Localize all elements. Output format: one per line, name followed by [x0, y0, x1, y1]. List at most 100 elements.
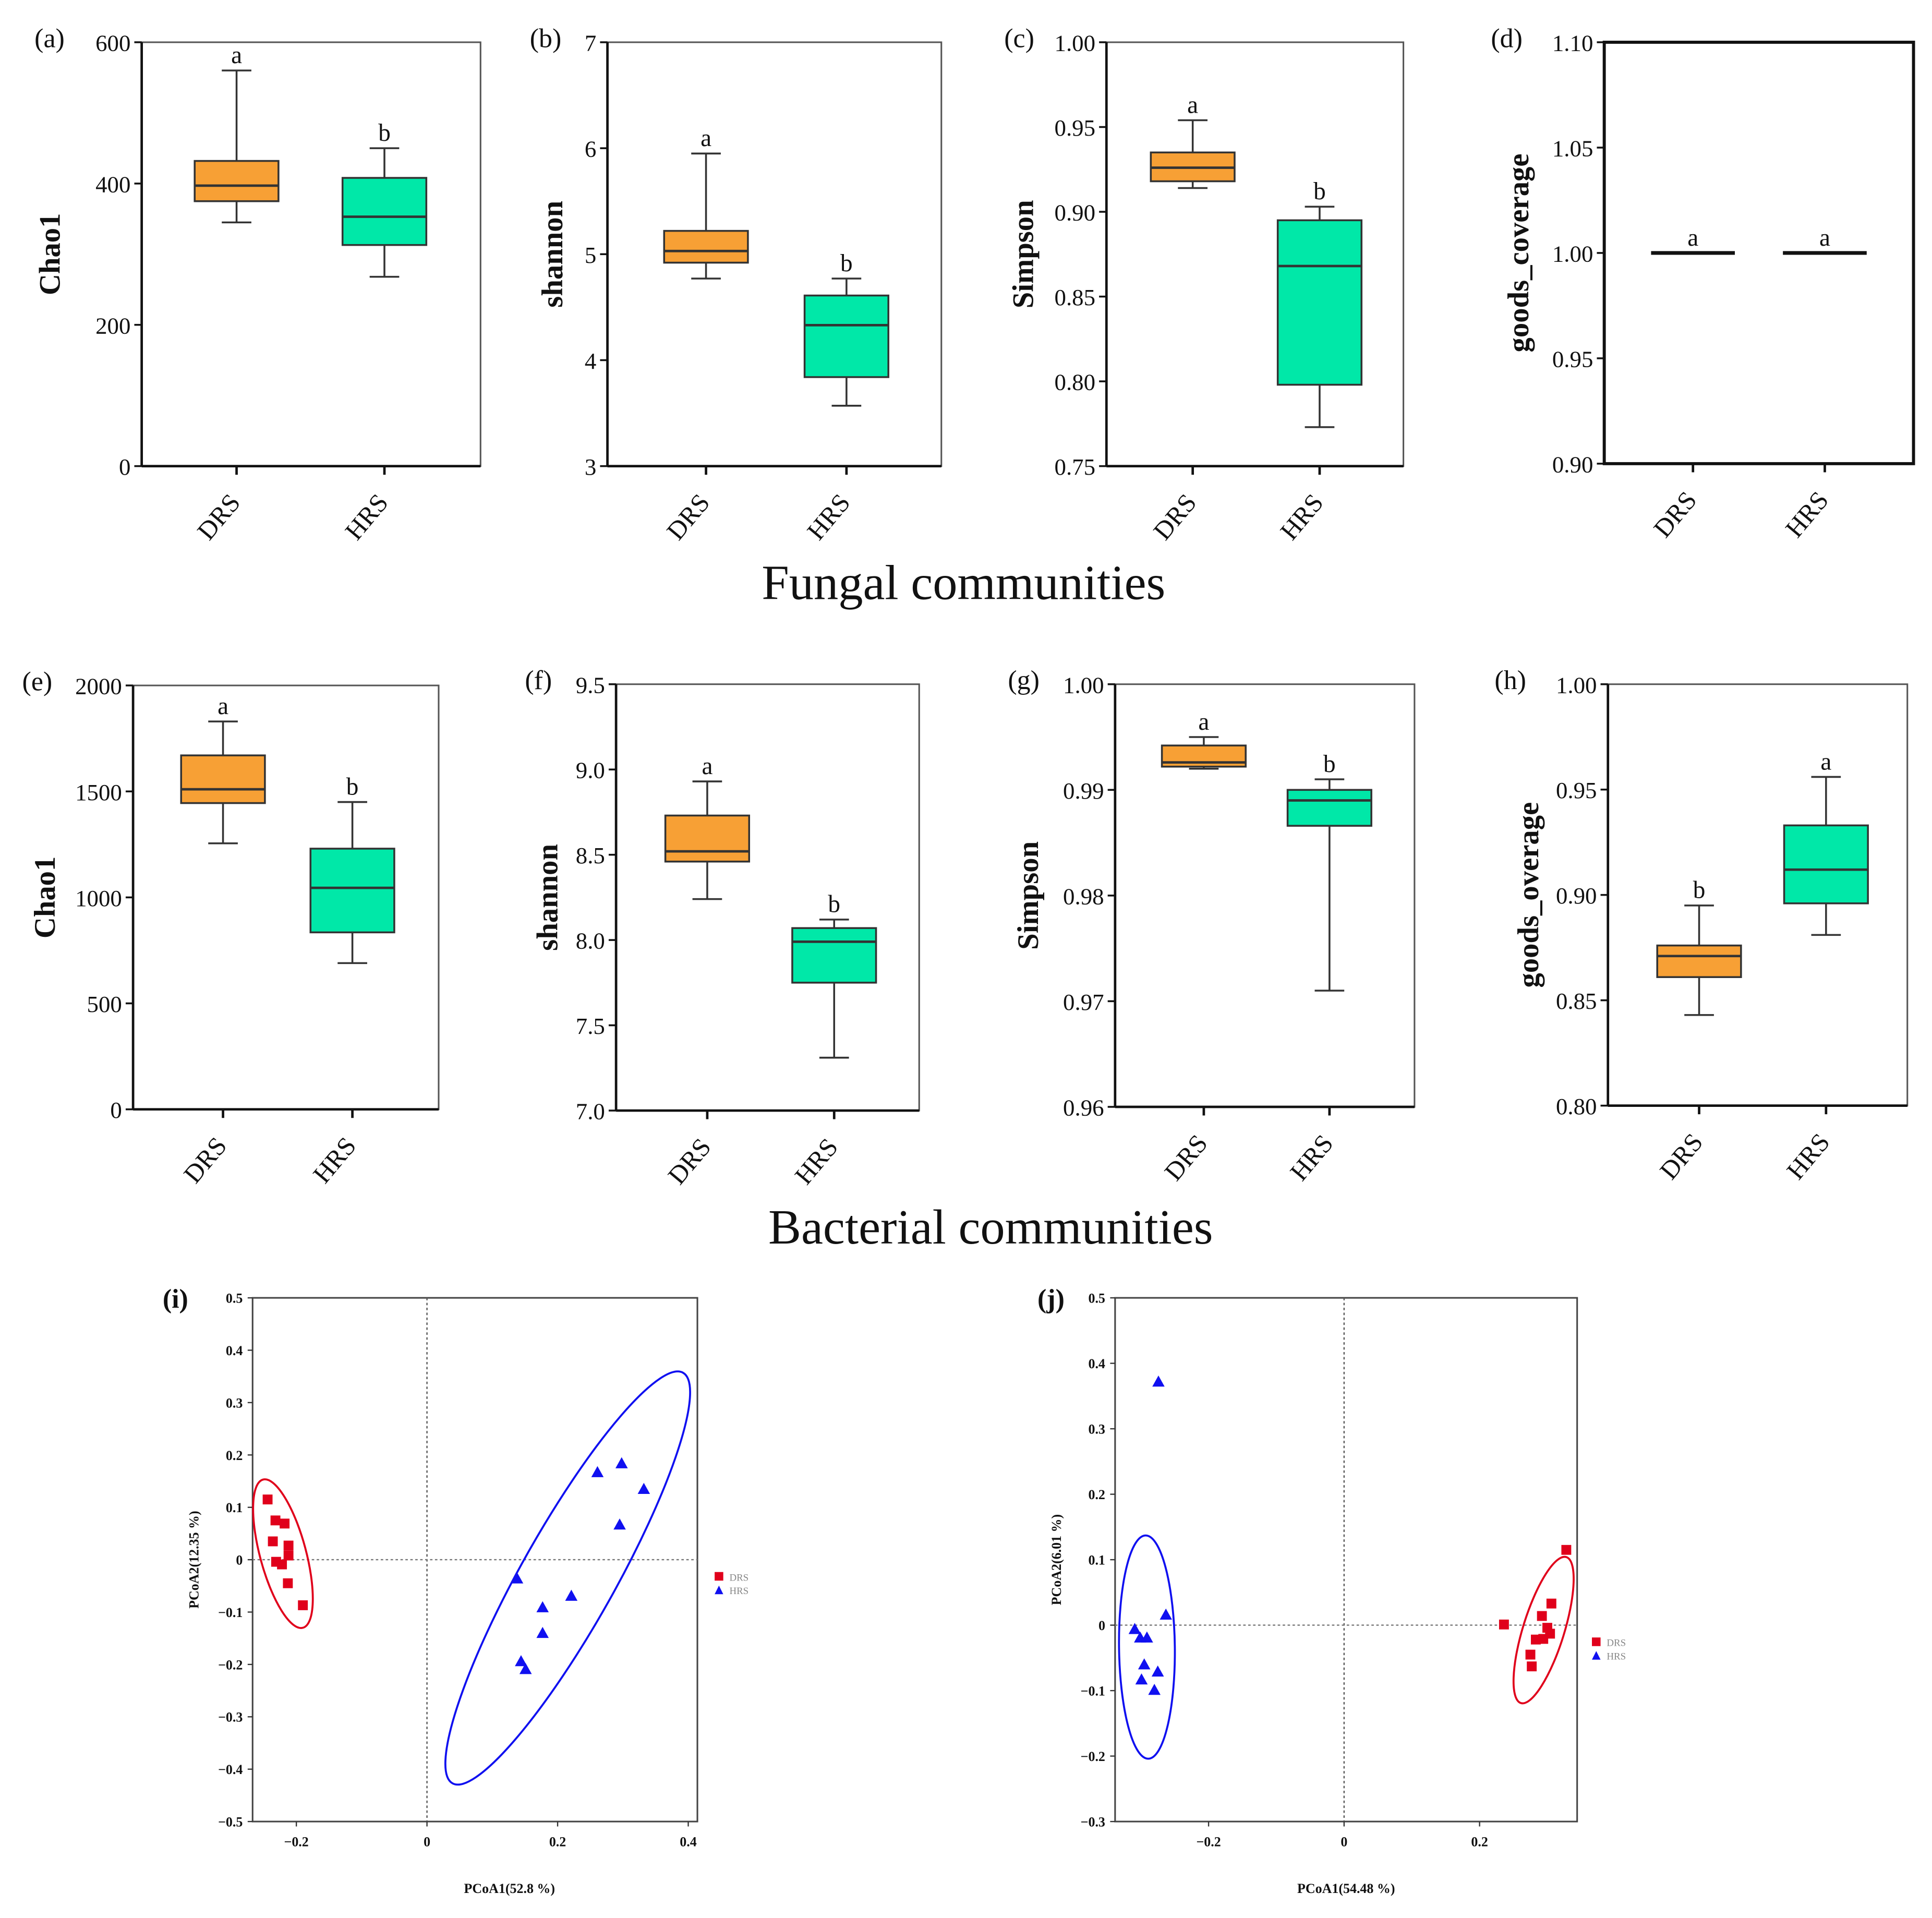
data-point-DRS [1525, 1649, 1536, 1660]
data-point-DRS [1499, 1619, 1509, 1630]
y-tick-label: 400 [95, 171, 130, 197]
data-point-HRS [1151, 1665, 1164, 1677]
box-HRS [341, 177, 428, 246]
x-tick-label: DRS [661, 488, 715, 545]
panel-label: (j) [1037, 1284, 1065, 1314]
y-tick-label: 0.4 [226, 1343, 243, 1358]
confidence-ellipse-HRS [444, 1370, 691, 1786]
box-HRS [1276, 219, 1363, 386]
data-point-DRS [1527, 1661, 1537, 1672]
x-tick-label: DRS [1648, 486, 1702, 542]
legend-marker-HRS [1592, 1651, 1601, 1660]
data-point-DRS [268, 1536, 278, 1547]
x-tick-label: DRS [178, 1131, 232, 1188]
data-point-DRS [262, 1494, 273, 1505]
y-tick-label: −0.1 [1081, 1684, 1105, 1699]
y-tick-label: 0.80 [1556, 1093, 1597, 1119]
plot-frame [607, 41, 943, 467]
legend-marker-DRS [1592, 1637, 1601, 1646]
y-tick-label: 0 [1098, 1618, 1105, 1633]
significance-letter: a [218, 693, 228, 720]
x-tick-label: HRS [1275, 488, 1329, 545]
data-point-DRS [1546, 1598, 1556, 1609]
y-tick-label: −0.2 [1081, 1749, 1105, 1764]
panel-label: (f) [525, 666, 552, 695]
y-tick-label: 0.2 [1088, 1487, 1105, 1502]
fungal-section-title: Fungal communities [762, 556, 1165, 610]
bacterial-section-title: Bacterial communities [768, 1200, 1213, 1254]
x-tick-label: DRS [662, 1133, 717, 1190]
panel-h: (h) 0.80 0.85 0.90 0.95 1.00 goods_overage DRS b… [1494, 666, 1909, 1185]
y-tick-label: 0.95 [1556, 777, 1597, 803]
y-tick-label: 0.1 [1088, 1553, 1105, 1568]
plot-frame [1114, 1297, 1578, 1823]
y-tick-label: 0.75 [1055, 454, 1096, 480]
x-tick-label: 0 [1341, 1834, 1347, 1849]
significance-letter: b [1323, 751, 1336, 778]
x-tick-label: DRS [1159, 1129, 1213, 1186]
x-tick-label: DRS [191, 488, 246, 545]
box-DRS [663, 230, 749, 264]
panel-label: (i) [163, 1284, 188, 1314]
y-axis-label: shannon [536, 201, 569, 308]
y-tick-label: 1.05 [1552, 135, 1593, 161]
significance-letter: a [1820, 748, 1831, 775]
y-tick-label: 0.4 [1088, 1356, 1105, 1371]
y-tick-label: 0.3 [226, 1395, 243, 1410]
data-point-HRS [1138, 1658, 1151, 1670]
y-tick-label: 7.0 [576, 1099, 605, 1125]
significance-letter: a [1819, 224, 1830, 251]
y-tick-label: 500 [87, 991, 122, 1017]
y-tick-label: 1.00 [1063, 672, 1104, 698]
panel-b: (b) 3 4 5 6 7 shannon DRS a HRS b [530, 23, 943, 545]
y-tick-label: 0 [236, 1553, 243, 1568]
significance-letter: a [1198, 708, 1209, 735]
x-axis-label: PCoA1(52.8 %) [464, 1881, 556, 1896]
confidence-ellipse-HRS [1118, 1534, 1176, 1760]
y-tick-label: 0.80 [1055, 369, 1096, 395]
y-tick-label: 0.1 [226, 1500, 243, 1515]
y-tick-label: 1500 [75, 779, 122, 805]
y-tick-label: 7.5 [576, 1013, 605, 1039]
panel-label: (c) [1004, 23, 1034, 53]
y-axis-label: Chao1 [29, 857, 62, 938]
y-tick-label: 200 [95, 312, 130, 339]
panel-label: (b) [530, 23, 562, 53]
data-point-DRS [280, 1518, 290, 1529]
x-tick-label: −0.2 [1196, 1834, 1221, 1849]
y-tick-label: 0.2 [226, 1448, 243, 1463]
legend-label: HRS [729, 1586, 748, 1597]
data-point-DRS [270, 1515, 281, 1526]
panel-g: (g) 0.96 0.97 0.98 0.99 1.00 Simpson DRS a HRS b [1008, 666, 1416, 1186]
box-DRS [194, 160, 280, 202]
y-axis-label: goods_coverage [1502, 153, 1535, 352]
x-tick-label: HRS [1781, 1128, 1836, 1185]
panel-c: (c) 0.75 0.80 0.85 0.90 0.95 1.00 Simpson DRS a HR… [1004, 23, 1405, 545]
box-DRS [664, 814, 751, 863]
data-point-HRS [615, 1457, 628, 1468]
significance-letter: a [702, 753, 713, 780]
data-point-HRS [565, 1589, 578, 1601]
y-axis-label: Chao1 [33, 213, 66, 295]
y-tick-label: 9.0 [576, 757, 605, 783]
y-axis-label: Simpson [1007, 200, 1040, 308]
x-tick-label: HRS [802, 488, 856, 545]
data-point-HRS [1148, 1684, 1161, 1695]
y-tick-label: 7 [585, 30, 596, 56]
y-tick-label: 0.90 [1055, 200, 1096, 226]
data-point-HRS [591, 1466, 604, 1477]
panel-e: (e) 0 500 1000 1500 2000 Chao1 DRS a HRS b [22, 667, 440, 1189]
plot-frame [141, 41, 481, 467]
data-point-HRS [1141, 1631, 1153, 1643]
panel-label: (g) [1008, 666, 1040, 695]
y-tick-label: 8.5 [576, 842, 605, 868]
significance-letter: a [701, 125, 711, 152]
panel-label: (h) [1494, 666, 1526, 695]
data-point-HRS [536, 1626, 549, 1638]
significance-letter: b [828, 891, 840, 918]
box-DRS [1656, 944, 1742, 978]
y-tick-label: 1000 [75, 885, 122, 911]
legend-label: HRS [1607, 1651, 1626, 1662]
panel-label: (a) [34, 23, 65, 53]
